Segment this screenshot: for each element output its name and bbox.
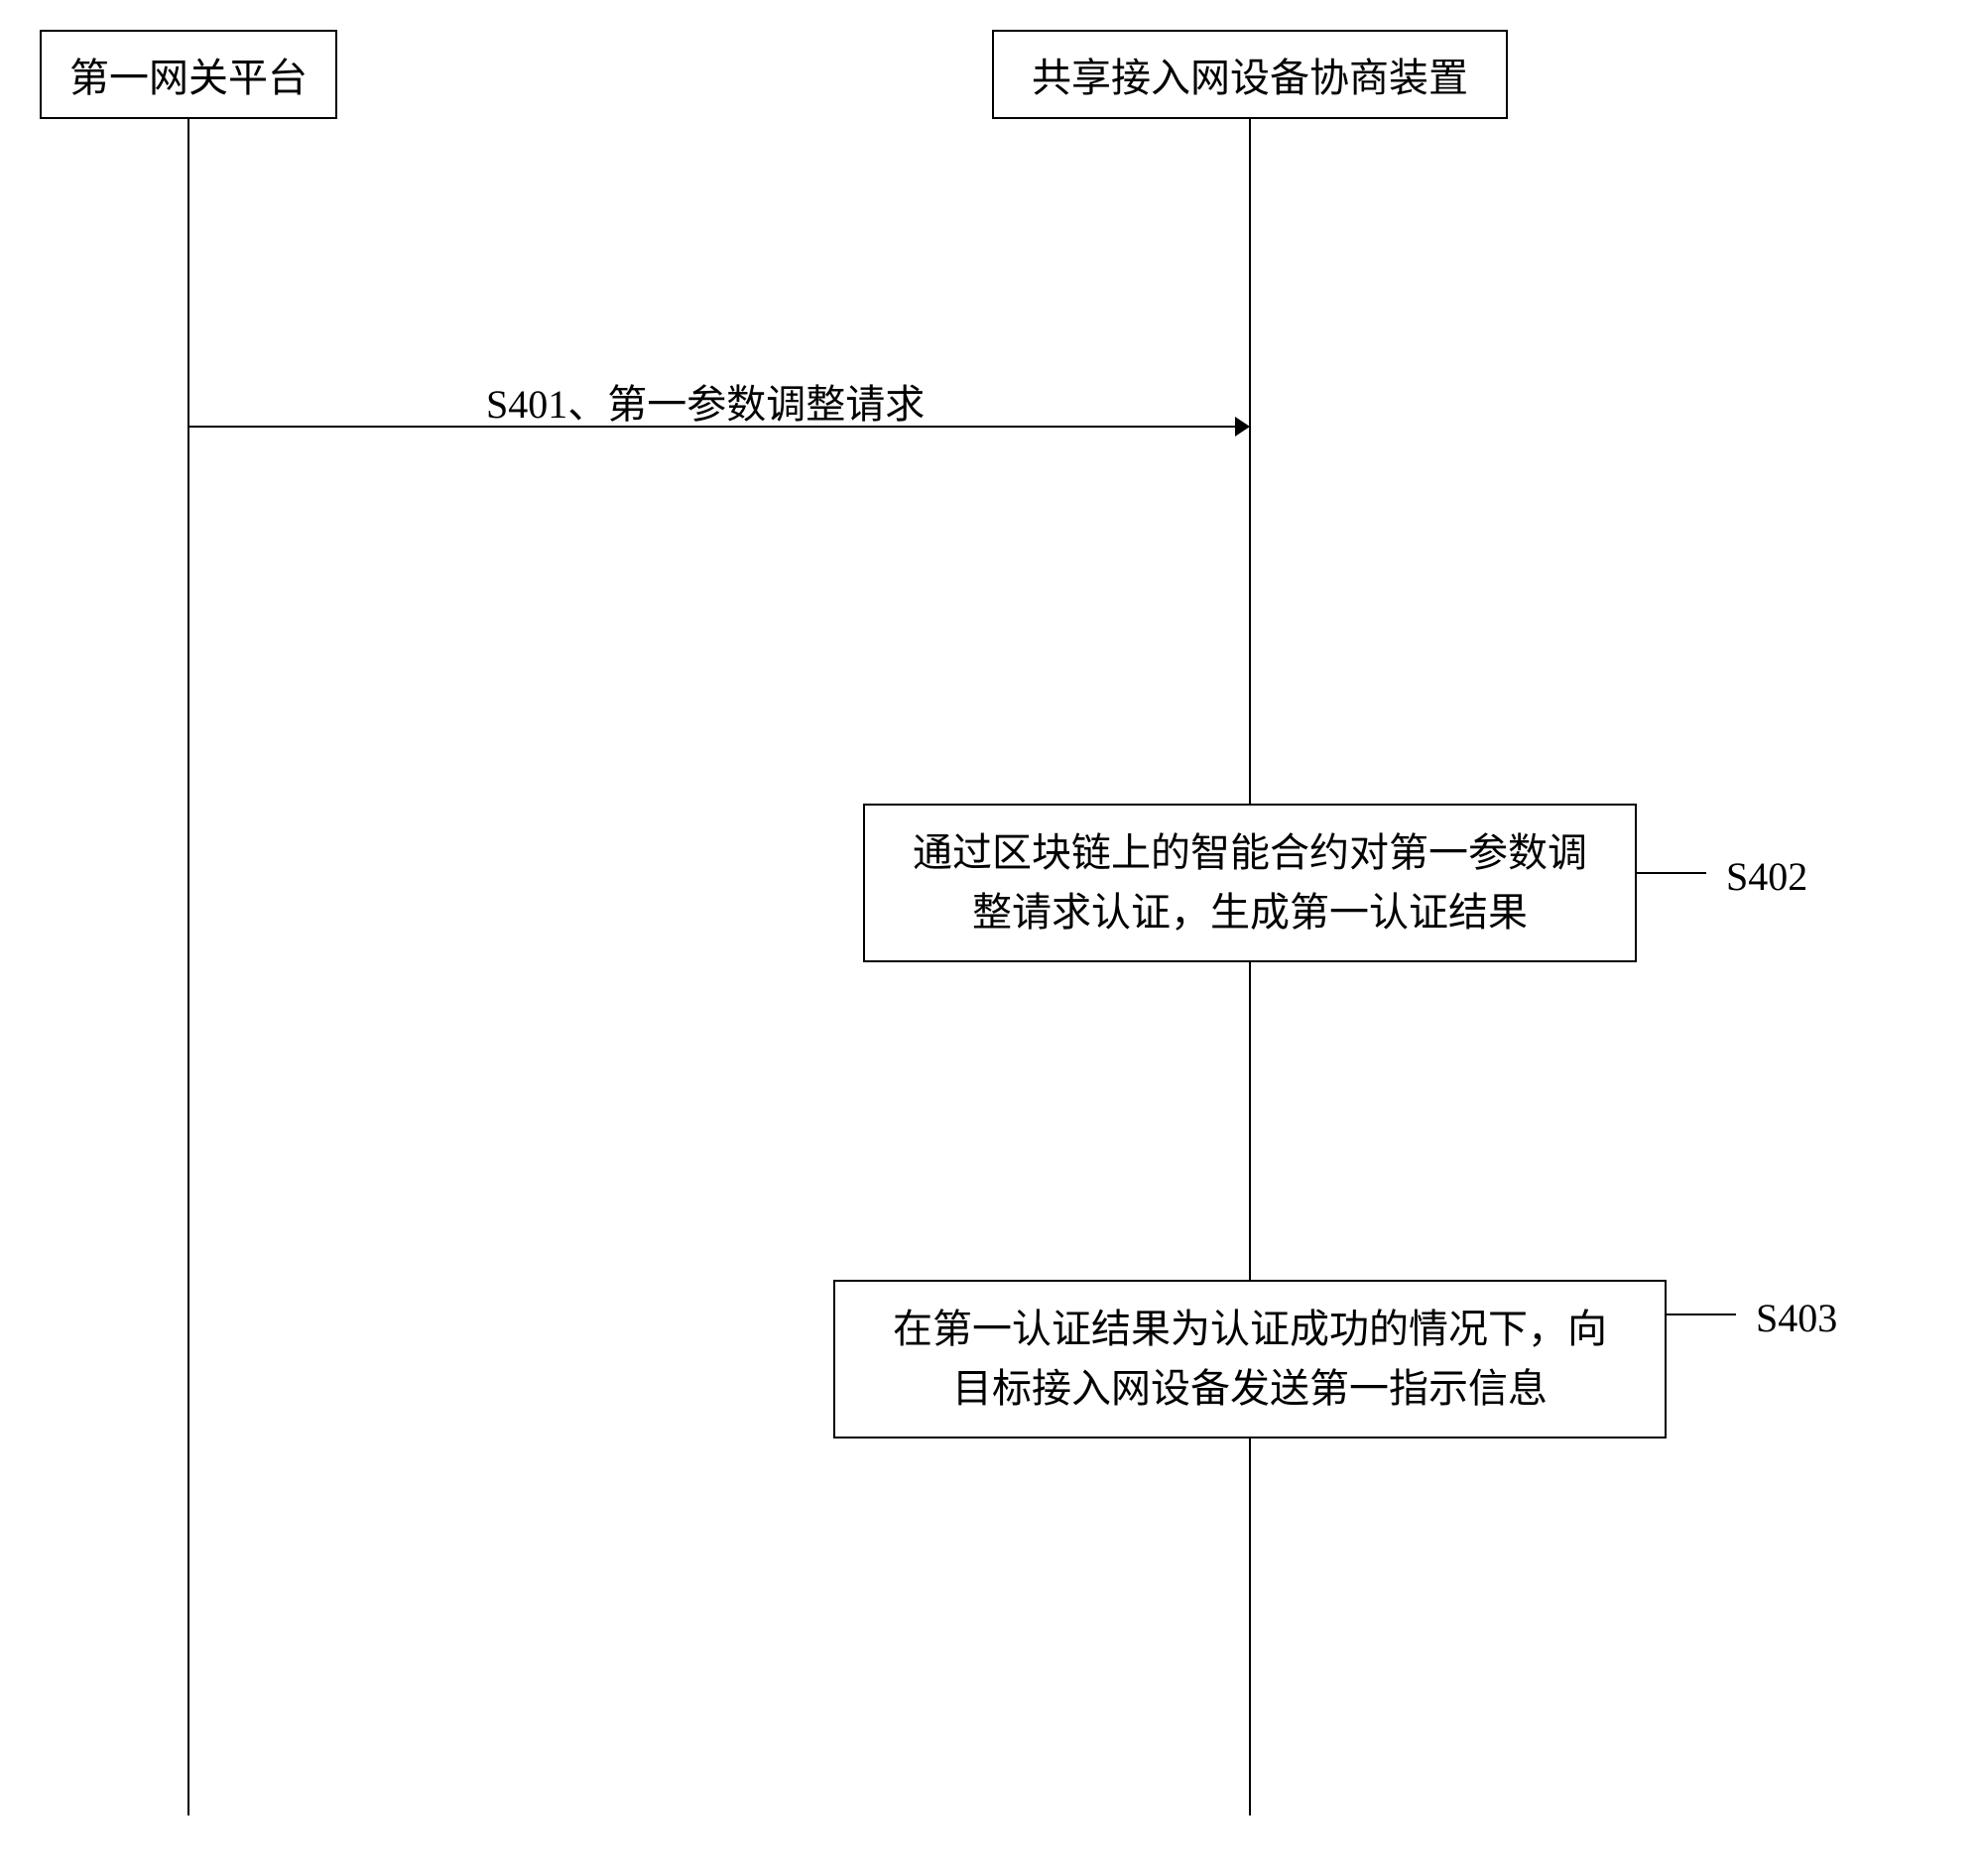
participant-negotiator: 共享接入网设备协商装置	[992, 30, 1508, 119]
lifeline-negotiator	[1249, 119, 1251, 804]
participant-gateway: 第一网关平台	[40, 30, 337, 119]
participant-negotiator-label: 共享接入网设备协商装置	[1032, 46, 1468, 103]
step-label-s402: S402	[1726, 853, 1807, 900]
connector-s402	[1637, 872, 1706, 874]
lifeline-gateway	[187, 119, 189, 1815]
sequence-diagram: 第一网关平台 共享接入网设备协商装置 S401、第一参数调整请求 通过区块链上的…	[0, 0, 1983, 1876]
lifeline-negotiator-seg2	[1249, 962, 1251, 1280]
process-box-s403-text: 在第一认证结果为认证成功的情况下，向 目标接入网设备发送第一指示信息	[893, 1300, 1607, 1419]
lifeline-negotiator-seg3	[1249, 1438, 1251, 1815]
process-box-s402: 通过区块链上的智能合约对第一参数调 整请求认证，生成第一认证结果	[863, 804, 1637, 962]
process-box-s402-text: 通过区块链上的智能合约对第一参数调 整请求认证，生成第一认证结果	[913, 823, 1587, 942]
participant-gateway-label: 第一网关平台	[69, 46, 308, 103]
step-label-s403: S403	[1756, 1295, 1837, 1341]
connector-s403	[1667, 1313, 1736, 1315]
message-s401-label: S401、第一参数调整请求	[486, 372, 925, 430]
process-box-s403: 在第一认证结果为认证成功的情况下，向 目标接入网设备发送第一指示信息	[833, 1280, 1667, 1438]
